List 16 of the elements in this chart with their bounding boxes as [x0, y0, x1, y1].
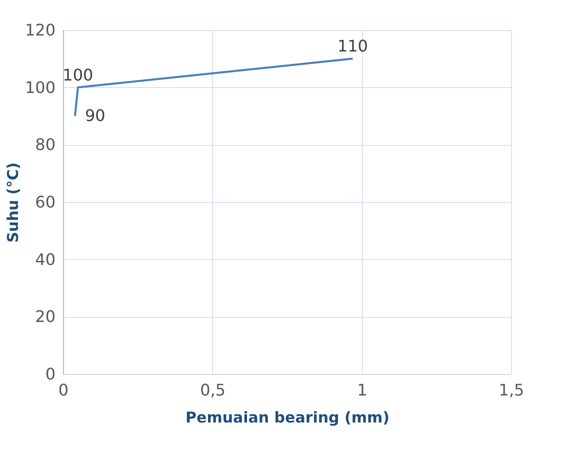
data-label: 100: [62, 65, 94, 84]
x-axis-title: Pemuaian bearing (mm): [186, 408, 390, 426]
y-tick-label: 120: [24, 20, 56, 40]
x-tick-label: 1: [357, 380, 368, 400]
y-tick-label: 100: [24, 78, 56, 97]
data-label: 110: [337, 36, 368, 56]
y-tick-label: 0: [45, 364, 56, 384]
data-label: 90: [84, 106, 106, 125]
x-tick-label: 0: [58, 380, 69, 400]
y-tick-label: 80: [35, 135, 56, 154]
y-tick-label: 60: [35, 192, 56, 212]
x-tick-label: 0,5: [200, 380, 226, 400]
y-tick-label: 20: [35, 307, 56, 326]
y-axis-title: Suhu (°C): [4, 162, 22, 243]
y-tick-label: 40: [35, 250, 56, 269]
x-tick-label: 1,5: [498, 380, 524, 400]
